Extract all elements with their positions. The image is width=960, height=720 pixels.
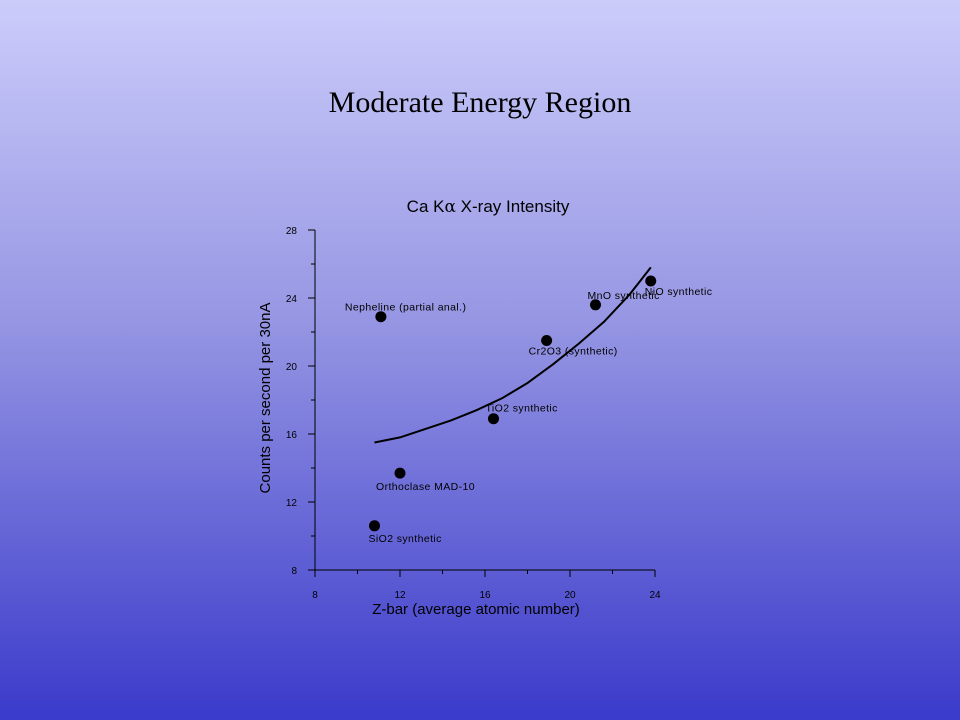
x-tick-label: 20 <box>564 590 576 601</box>
data-point <box>541 335 553 346</box>
x-tick-label: 24 <box>649 590 661 601</box>
y-tick-label: 20 <box>286 362 298 373</box>
y-tick-label: 16 <box>286 430 298 441</box>
chart-title: Ca Kα X-ray Intensity <box>407 197 570 217</box>
point-label: Orthoclase MAD-10 <box>376 481 475 493</box>
data-point <box>375 311 387 323</box>
point-label: NiO synthetic <box>645 286 713 298</box>
y-tick-label: 24 <box>286 294 298 305</box>
data-point <box>645 275 657 287</box>
y-tick-label: 28 <box>286 226 298 237</box>
x-tick-label: 16 <box>479 590 491 601</box>
point-label: Cr2O3 (synthetic) <box>529 346 618 358</box>
data-point <box>394 467 406 479</box>
y-tick-label: 8 <box>291 566 297 577</box>
point-label: SiO2 synthetic <box>369 533 442 545</box>
x-axis-label: Z-bar (average atomic number) <box>372 601 580 618</box>
y-tick-label: 12 <box>286 498 298 509</box>
data-points: SiO2 synthetic Orthoclase MAD-10 Nepheline… <box>345 275 713 545</box>
point-label: Nepheline (partial anal.) <box>345 302 466 314</box>
fit-curve <box>374 266 652 444</box>
point-label: MnO synthetic <box>588 290 660 302</box>
x-tick-label: 8 <box>312 590 318 601</box>
data-point <box>590 299 601 311</box>
slide-title: Moderate Energy Region <box>328 86 632 119</box>
x-tick-label: 12 <box>394 590 406 601</box>
y-axis-label: Counts per second per 30nA <box>257 303 274 494</box>
axes: 8 12 16 20 24 8 12 16 20 24 28 <box>286 226 661 601</box>
data-point <box>488 413 499 425</box>
data-point <box>369 520 380 532</box>
point-label: TiO2 synthetic <box>486 403 558 415</box>
